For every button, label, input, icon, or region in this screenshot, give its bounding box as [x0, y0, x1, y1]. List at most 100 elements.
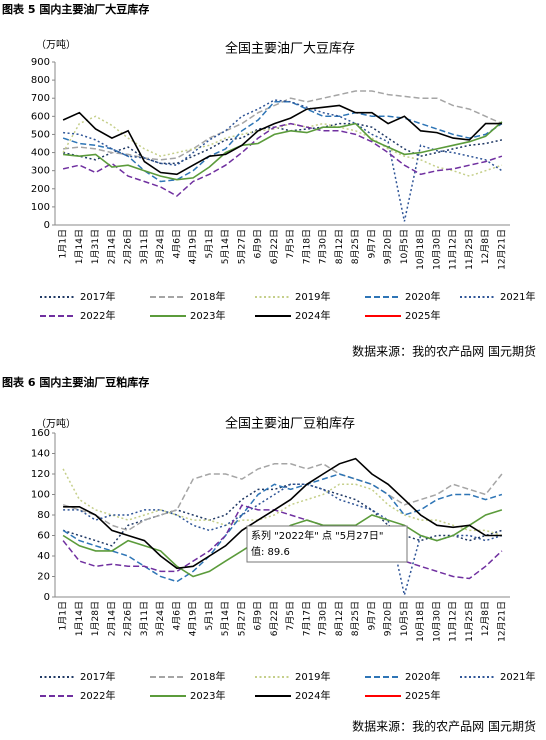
source: 数据来源：我的农产品网 国元期货	[352, 719, 536, 734]
x-tick-label: 11月12日	[448, 229, 459, 270]
x-tick-label: 9月7日	[366, 229, 377, 258]
x-tick-label: 4月19日	[188, 229, 199, 264]
x-tick-label: 1月28日	[90, 601, 101, 636]
y-tick-label: 40	[37, 551, 50, 562]
x-tick-label: 5月1日	[204, 229, 215, 258]
chart-title: 全国主要油厂豆粕库存	[225, 416, 355, 432]
x-tick-label: 5月1日	[204, 601, 215, 630]
legend-label: 2017年	[80, 670, 115, 683]
legend-label: 2020年	[405, 670, 440, 683]
x-tick-label: 5月14日	[220, 601, 231, 636]
series-line	[63, 483, 503, 596]
x-tick-label: 2月26日	[123, 229, 134, 264]
series-line	[62, 473, 503, 583]
series-line	[62, 462, 503, 532]
x-tick-label: 8月25日	[350, 229, 361, 264]
legend-label: 2017年	[80, 290, 115, 303]
legend-label: 2022年	[80, 309, 115, 322]
x-tick-label: 10月30日	[431, 601, 442, 642]
y-tick-label: 0	[44, 592, 50, 603]
x-tick-label: 3月11日	[139, 601, 150, 636]
series-line	[63, 99, 503, 222]
x-tick-label: 10月18日	[415, 601, 426, 642]
legend-label: 2018年	[190, 290, 225, 303]
series-line	[63, 457, 502, 570]
legend-label: 2023年	[190, 689, 225, 702]
x-tick-label: 11月12日	[448, 601, 459, 642]
tooltip-text: 系列 "2022年" 点 "5月27日"	[251, 529, 383, 542]
x-tick-label: 1月31日	[90, 229, 101, 264]
x-tick-label: 12月8日	[480, 601, 491, 636]
heading: 图表 5 国内主要油厂大豆库存	[2, 2, 149, 16]
y-tick-label: 20	[37, 572, 50, 583]
x-tick-label: 5月27日	[236, 229, 247, 264]
y-tick-label: 140	[31, 449, 50, 460]
y-tick-label: 400	[31, 148, 50, 159]
y-tick-label: 300	[31, 166, 50, 177]
x-tick-label: 12月21日	[496, 601, 507, 642]
y-tick-label: 600	[31, 111, 50, 122]
heading: 图表 6 国内主要油厂豆粕库存	[2, 375, 149, 389]
x-tick-label: 10月5日	[399, 601, 410, 636]
legend-label: 2020年	[405, 290, 440, 303]
x-tick-label: 7月18日	[301, 229, 312, 264]
x-tick-label: 7月5日	[285, 601, 296, 630]
x-tick-label: 9月20日	[383, 601, 394, 636]
series-line	[62, 468, 503, 537]
x-tick-label: 12月21日	[496, 229, 507, 270]
x-tick-label: 4月19日	[188, 601, 199, 636]
x-tick-label: 3月24日	[155, 229, 166, 264]
series-line	[62, 101, 503, 183]
x-tick-label: 6月9日	[253, 601, 264, 630]
y-tick-label: 0	[44, 220, 50, 231]
x-tick-label: 5月27日	[236, 601, 247, 636]
y-tick-label: 700	[31, 93, 50, 104]
legend-label: 2021年	[500, 290, 535, 303]
x-tick-label: 3月24日	[155, 601, 166, 636]
y-tick-label: 160	[31, 428, 50, 439]
x-tick-label: 2月14日	[106, 601, 117, 636]
legend-label: 2025年	[405, 309, 440, 322]
x-tick-label: 6月22日	[269, 229, 280, 264]
x-tick-label: 7月30日	[318, 601, 329, 636]
x-tick-label: 7月5日	[285, 229, 296, 258]
legend-label: 2022年	[80, 689, 115, 702]
y-tick-label: 800	[31, 75, 50, 86]
x-tick-label: 9月20日	[383, 229, 394, 264]
x-tick-label: 1月1日	[58, 229, 69, 258]
x-tick-label: 10月18日	[415, 229, 426, 270]
x-tick-label: 4月6日	[171, 601, 182, 630]
x-tick-label: 4月6日	[171, 229, 182, 258]
x-tick-label: 6月9日	[253, 229, 264, 258]
y-tick-label: 120	[31, 469, 50, 480]
x-tick-label: 7月17日	[301, 601, 312, 636]
y-tick-label: 80	[37, 510, 50, 521]
x-tick-label: 1月14日	[74, 229, 85, 264]
x-tick-label: 2月14日	[106, 229, 117, 264]
legend-label: 2021年	[500, 670, 535, 683]
x-tick-label: 12月8日	[480, 229, 491, 264]
series-line	[63, 121, 503, 181]
y-tick-label: 500	[31, 129, 50, 140]
series-line	[62, 504, 503, 580]
series-line	[62, 104, 502, 176]
x-tick-label: 8月12日	[334, 229, 345, 264]
x-tick-label: 3月11日	[139, 229, 150, 264]
legend-label: 2024年	[295, 309, 330, 322]
legend-label: 2024年	[295, 689, 330, 702]
legend-label: 2023年	[190, 309, 225, 322]
x-tick-label: 5月14日	[220, 229, 231, 264]
x-tick-label: 6月22日	[269, 601, 280, 636]
y-tick-label: 100	[31, 202, 50, 213]
y-tick-label: 60	[37, 531, 50, 542]
x-tick-label: 8月25日	[350, 601, 361, 636]
y-tick-label: 900	[31, 57, 50, 68]
series-line	[63, 90, 503, 161]
x-tick-label: 9月7日	[366, 601, 377, 630]
x-tick-label: 11月25日	[464, 601, 475, 642]
tooltip-box	[246, 525, 408, 563]
legend-label: 2025年	[405, 689, 440, 702]
legend-label: 2018年	[190, 670, 225, 683]
source: 数据来源：我的农产品网 国元期货	[352, 344, 536, 359]
x-tick-label: 10月30日	[431, 229, 442, 270]
